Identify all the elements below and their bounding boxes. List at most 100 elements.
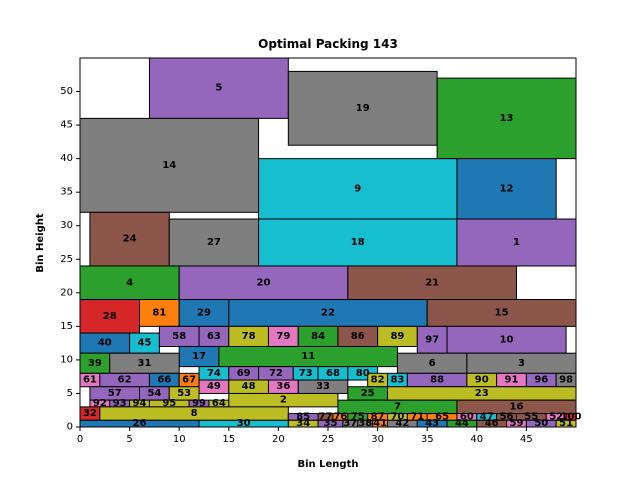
rect-label-74: 74 <box>207 368 221 379</box>
rect-label-29: 29 <box>197 307 211 318</box>
x-tick-label: 5 <box>126 434 132 445</box>
rect-label-80: 80 <box>356 368 370 379</box>
rect-label-100: 100 <box>561 411 582 422</box>
y-tick-label: 0 <box>67 422 73 433</box>
rect-label-46: 46 <box>485 418 499 429</box>
rect-label-56: 56 <box>500 411 514 422</box>
rect-label-90: 90 <box>475 375 489 386</box>
y-tick-label: 50 <box>60 86 73 97</box>
rect-label-60: 60 <box>460 411 474 422</box>
rect-label-6: 6 <box>429 358 436 369</box>
packed-rect-20 <box>178 265 349 301</box>
x-tick-label: 25 <box>322 434 335 445</box>
rect-label-44: 44 <box>455 418 469 429</box>
rect-label-55: 55 <box>524 411 538 422</box>
rect-label-68: 68 <box>326 368 340 379</box>
rect-label-64: 64 <box>212 398 226 409</box>
rect-label-71: 71 <box>410 411 424 422</box>
rect-label-87: 87 <box>371 411 385 422</box>
rect-label-88: 88 <box>430 375 444 386</box>
packed-rect-9 <box>258 158 458 220</box>
rect-label-37: 37 <box>343 418 357 429</box>
rect-label-89: 89 <box>390 331 404 342</box>
rect-label-93: 93 <box>113 398 127 409</box>
rect-label-82: 82 <box>371 375 385 386</box>
rect-label-72: 72 <box>269 368 283 379</box>
rect-label-61: 61 <box>83 375 97 386</box>
x-tick-label: 45 <box>520 434 533 445</box>
rect-label-91: 91 <box>505 375 519 386</box>
y-axis-label: Bin Height <box>35 213 46 273</box>
rect-label-52: 52 <box>549 411 563 422</box>
rect-label-96: 96 <box>534 375 548 386</box>
y-tick-label: 25 <box>60 254 73 265</box>
rect-label-32: 32 <box>83 408 97 419</box>
y-tick-label: 15 <box>60 321 73 332</box>
rect-label-10: 10 <box>500 334 514 345</box>
rect-label-19: 19 <box>356 103 370 114</box>
rect-label-78: 78 <box>242 331 256 342</box>
rect-label-58: 58 <box>172 331 186 342</box>
rect-label-83: 83 <box>390 375 404 386</box>
x-axis-ticks: 0 5 10 15 20 25 30 35 40 45 <box>77 427 533 445</box>
rect-label-47: 47 <box>480 411 494 422</box>
x-tick-label: 10 <box>173 434 186 445</box>
rect-label-70: 70 <box>390 411 404 422</box>
x-tick-label: 20 <box>272 434 285 445</box>
chart-title: Optimal Packing 143 <box>258 37 398 51</box>
rect-label-86: 86 <box>351 331 365 342</box>
x-tick-label: 30 <box>371 434 384 445</box>
rect-label-48: 48 <box>242 381 256 392</box>
rect-label-24: 24 <box>123 234 137 245</box>
rect-label-76: 76 <box>333 411 347 422</box>
y-tick-label: 30 <box>60 220 73 231</box>
rect-label-49: 49 <box>207 381 221 392</box>
rect-label-59: 59 <box>510 418 524 429</box>
rect-label-42: 42 <box>395 418 409 429</box>
rect-label-1: 1 <box>513 237 520 248</box>
rect-label-51: 51 <box>559 418 573 429</box>
packed-rect-28 <box>79 299 141 334</box>
rect-label-17: 17 <box>192 351 206 362</box>
rect-label-27: 27 <box>207 237 221 248</box>
y-tick-label: 20 <box>60 287 73 298</box>
rect-label-16: 16 <box>510 401 524 412</box>
rect-label-85: 85 <box>296 411 310 422</box>
rect-label-11: 11 <box>301 351 315 362</box>
rect-label-43: 43 <box>425 418 439 429</box>
rect-label-13: 13 <box>500 113 514 124</box>
y-tick-label: 5 <box>67 388 73 399</box>
rect-label-25: 25 <box>361 388 375 399</box>
rect-label-97: 97 <box>425 334 439 345</box>
rect-label-66: 66 <box>157 375 171 386</box>
packed-rect-15 <box>426 299 577 327</box>
rect-label-33: 33 <box>316 381 330 392</box>
packed-rect-1 <box>456 218 577 267</box>
rect-label-57: 57 <box>108 388 122 399</box>
rect-label-8: 8 <box>191 408 198 419</box>
rect-label-3: 3 <box>518 358 525 369</box>
rect-label-81: 81 <box>152 307 166 318</box>
x-tick-label: 40 <box>470 434 483 445</box>
rect-label-73: 73 <box>299 368 313 379</box>
rect-label-65: 65 <box>435 411 449 422</box>
packed-rect-27 <box>168 218 260 267</box>
rect-label-14: 14 <box>162 160 176 171</box>
rect-label-69: 69 <box>237 368 251 379</box>
x-axis-label: Bin Length <box>298 459 359 470</box>
rect-label-39: 39 <box>88 358 102 369</box>
x-tick-label: 15 <box>222 434 235 445</box>
rect-label-2: 2 <box>280 395 287 406</box>
rect-label-9: 9 <box>354 183 361 194</box>
rect-label-28: 28 <box>103 311 117 322</box>
rect-label-95: 95 <box>162 398 176 409</box>
y-tick-label: 45 <box>60 120 73 131</box>
rect-label-22: 22 <box>321 307 335 318</box>
packed-rect-24 <box>89 211 170 267</box>
packed-rect-21 <box>347 265 517 301</box>
rect-label-63: 63 <box>207 331 221 342</box>
rect-label-34: 34 <box>296 418 310 429</box>
rect-label-23: 23 <box>475 388 489 399</box>
